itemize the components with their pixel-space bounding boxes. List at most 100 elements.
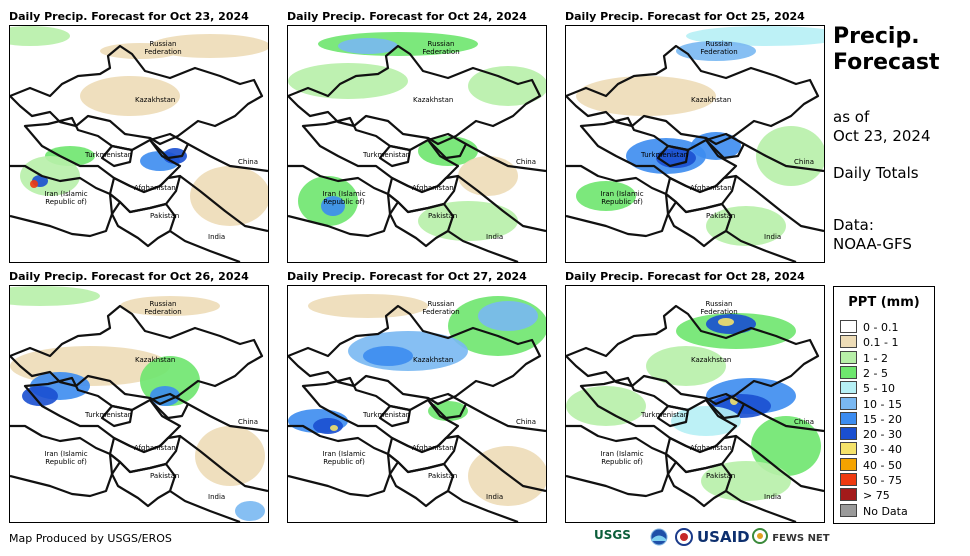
country-border [665, 453, 677, 463]
precip-area [235, 501, 265, 521]
precip-map [288, 32, 546, 262]
data-source: NOAA-GFS [833, 235, 912, 253]
country-border [579, 116, 738, 194]
country-border [743, 143, 824, 173]
precip-area [686, 26, 824, 46]
legend-swatch [840, 381, 857, 395]
country-label-turkmenistan: Turkmenistan [85, 151, 133, 159]
country-border [457, 435, 546, 493]
country-label-afghanistan: Afghanistan [412, 184, 454, 192]
country-border [566, 44, 820, 146]
legend-swatch [840, 411, 857, 425]
noaa-logo [650, 528, 668, 549]
forecast-map-panel: Russian Federation Kazakhstan Turkmenistan… [9, 285, 269, 523]
precip-area [706, 206, 786, 246]
country-label-kazakhstan: Kazakhstan [135, 96, 176, 104]
fews-net-logo: FEWS NET [752, 528, 830, 544]
precip-area [120, 296, 220, 316]
country-border [704, 392, 746, 420]
country-border [664, 174, 738, 214]
country-border [288, 304, 542, 406]
precip-area [308, 294, 428, 318]
legend-item: > 75 [840, 488, 890, 502]
legend-title: PPT (mm) [848, 295, 920, 310]
country-border [426, 132, 468, 160]
legend-swatch [840, 427, 857, 441]
country-border [388, 460, 455, 508]
precip-area [646, 346, 726, 386]
panel-title: Daily Precip. Forecast for Oct 26, 2024 [9, 270, 249, 283]
precip-area [458, 156, 518, 196]
country-label-china: China [238, 418, 258, 426]
country-border [301, 376, 460, 454]
forecast-map-panel: Russian Federation Kazakhstan Turkmenistan… [287, 285, 547, 523]
country-label-india: India [208, 493, 226, 501]
panel-title: Daily Precip. Forecast for Oct 27, 2024 [287, 270, 527, 283]
legend-item: No Data [840, 503, 908, 518]
country-label-afghanistan: Afghanistan [412, 444, 454, 452]
precip-area [338, 38, 398, 54]
country-border [10, 424, 114, 498]
country-border [169, 230, 241, 262]
as-of-label: as of [833, 108, 870, 126]
country-border [148, 132, 190, 160]
country-border [10, 164, 114, 238]
legend-item: 20 - 30 [840, 427, 902, 441]
country-border [665, 193, 677, 203]
precip-area [468, 446, 546, 506]
country-border [656, 144, 690, 168]
country-border [666, 460, 733, 508]
precip-area [313, 418, 343, 434]
precip-map [10, 26, 268, 262]
country-border [735, 435, 824, 493]
country-border [109, 453, 121, 463]
precip-area [756, 126, 824, 186]
country-label-turkmenistan: Turkmenistan [363, 411, 411, 419]
country-label-pakistan: Pakistan [150, 472, 180, 480]
panel-title: Daily Precip. Forecast for Oct 28, 2024 [565, 270, 805, 283]
country-border [187, 403, 268, 433]
country-label-iran: Iran (Islamic Republic of) [322, 190, 366, 206]
country-label-pakistan: Pakistan [150, 212, 180, 220]
country-border [187, 143, 268, 173]
usgs-logo-text: USGS [594, 528, 631, 542]
usaid-logo-text: USAID [697, 528, 750, 546]
country-label-kazakhstan: Kazakhstan [691, 96, 732, 104]
country-border [109, 193, 121, 203]
country-label-turkmenistan: Turkmenistan [363, 151, 411, 159]
country-label-kazakhstan: Kazakhstan [413, 356, 454, 364]
as-of-date: Oct 23, 2024 [833, 127, 931, 145]
country-border [179, 435, 268, 493]
country-border [108, 434, 182, 474]
forecast-map-panel: Russian Federation Kazakhstan Turkmenistan… [9, 25, 269, 263]
country-label-pakistan: Pakistan [706, 472, 736, 480]
country-border [743, 403, 824, 433]
country-label-turkmenistan: Turkmenistan [641, 151, 689, 159]
country-border [108, 174, 182, 214]
country-label-india: India [486, 233, 504, 241]
legend-swatch [840, 320, 857, 333]
precip-area [576, 76, 716, 116]
country-border [725, 490, 797, 522]
credit-text: Map Produced by USGS/EROS [9, 532, 172, 545]
country-border [148, 392, 190, 420]
legend-swatch [840, 473, 857, 486]
precip-map [566, 26, 824, 262]
country-label-turkmenistan: Turkmenistan [85, 411, 133, 419]
country-border [704, 132, 746, 160]
panel-title: Daily Precip. Forecast for Oct 23, 2024 [9, 10, 249, 23]
precip-area [80, 76, 180, 116]
precip-area [321, 196, 345, 216]
country-label-russia: Russian Federation [144, 40, 182, 56]
legend-label: 0.1 - 1 [863, 336, 899, 350]
country-border [735, 175, 824, 233]
totals-label: Daily Totals [833, 164, 919, 182]
precip-area [468, 66, 546, 106]
country-border [288, 164, 392, 238]
legend-item: 0.1 - 1 [840, 335, 898, 349]
legend-label: 50 - 75 [863, 474, 902, 487]
country-border [386, 434, 460, 474]
data-label: Data: [833, 216, 874, 234]
country-border [656, 404, 690, 428]
precip-map [10, 286, 268, 522]
